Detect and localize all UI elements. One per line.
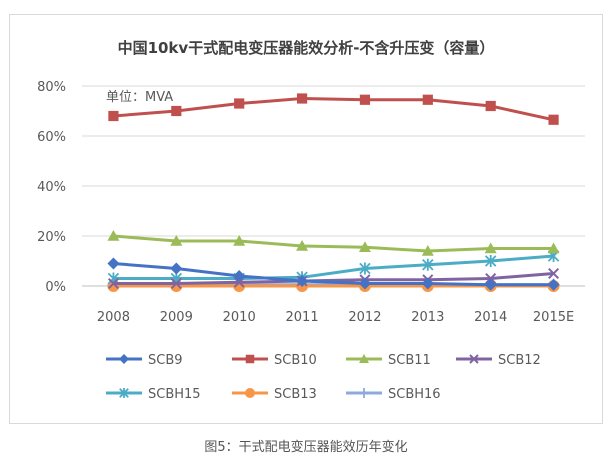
- legend-label: SCBH15: [148, 387, 201, 402]
- figure-caption: 图5：干式配电变压器能效历年变化: [204, 440, 408, 455]
- series-line: [113, 234, 554, 253]
- legend-label: SCB13: [274, 387, 317, 402]
- series-scb10: [108, 93, 559, 125]
- data-point-marker: [421, 245, 434, 256]
- x-tick-label: 2013: [411, 310, 444, 325]
- data-point-marker: [358, 277, 371, 290]
- legend-marker: [359, 354, 369, 363]
- data-point-marker: [422, 258, 434, 271]
- data-point-marker: [547, 242, 560, 254]
- legend-marker: [245, 354, 255, 364]
- data-point-marker: [484, 242, 497, 254]
- x-tick-label: 2012: [348, 310, 381, 325]
- data-point-marker: [548, 114, 559, 125]
- x-tick-label: 2015E: [533, 310, 574, 325]
- data-point-marker: [485, 100, 496, 112]
- legend-label: SCBH16: [388, 387, 441, 402]
- chart-frame: 中国10kv干式配电变压器能效分析-不含升压变（容量） 0% 20% 40% 60% 80…: [9, 14, 603, 424]
- legend-item-scb13: SCB13: [232, 387, 317, 402]
- data-point-marker: [358, 241, 371, 253]
- legend-marker: [119, 354, 129, 364]
- legend-marker: [245, 388, 255, 398]
- legend-marker: [119, 388, 129, 398]
- data-point-marker: [170, 235, 183, 246]
- data-point-marker: [107, 257, 120, 270]
- series-scb9: [107, 257, 560, 291]
- data-point-marker: [170, 262, 183, 275]
- legend-label: SCB9: [148, 353, 183, 368]
- x-tick-label: 2009: [160, 310, 193, 325]
- series-scb11: [107, 230, 560, 256]
- legend-marker: [469, 354, 479, 364]
- legend-item-scb11: SCB11: [346, 353, 431, 368]
- y-tick-label: 40%: [37, 180, 66, 195]
- data-point-marker: [484, 255, 497, 267]
- data-point-marker: [484, 278, 497, 291]
- y-tick-label: 80%: [37, 80, 66, 95]
- data-point-marker: [421, 277, 434, 290]
- data-point-marker: [234, 98, 245, 109]
- series-line: [113, 254, 554, 280]
- legend-label: SCB11: [388, 353, 431, 368]
- data-point-marker: [359, 94, 371, 105]
- data-point-marker: [547, 278, 560, 291]
- legend-item-scb10: SCB10: [232, 353, 317, 368]
- legend-label: SCB12: [498, 353, 541, 368]
- data-point-marker: [233, 270, 246, 282]
- legend-item-scbh16: SCBH16: [346, 387, 441, 402]
- data-point-marker: [171, 105, 182, 117]
- y-tick-label: 0%: [45, 280, 66, 295]
- series-scb12: [107, 267, 560, 290]
- line-chart: 中国10kv干式配电变压器能效分析-不含升压变（容量） 0% 20% 40% 60% 80…: [37, 39, 585, 402]
- data-point-marker: [422, 94, 433, 105]
- data-point-marker: [359, 262, 371, 275]
- y-tick-label: 20%: [37, 230, 66, 245]
- legend-item-scb9: SCB9: [106, 353, 183, 368]
- legend-item-scb12: SCB12: [456, 353, 541, 368]
- data-point-marker: [233, 235, 246, 246]
- x-tick-label: 2014: [474, 310, 507, 325]
- chart-title: 中国10kv干式配电变压器能效分析-不含升压变（容量）: [118, 39, 495, 57]
- series-line: [113, 97, 554, 122]
- legend-marker: [359, 388, 369, 398]
- series-line: [113, 272, 554, 285]
- data-point-marker: [296, 93, 308, 104]
- data-point-marker: [548, 267, 560, 280]
- data-point-marker: [296, 275, 309, 287]
- data-point-marker: [296, 240, 309, 251]
- data-point-marker: [170, 277, 182, 290]
- data-point-marker: [107, 230, 120, 241]
- unit-note: 单位：MVA: [106, 90, 173, 105]
- data-point-marker: [107, 277, 119, 290]
- data-point-marker: [108, 110, 119, 122]
- y-tick-label: 60%: [37, 130, 66, 145]
- x-tick-label: 2011: [286, 310, 319, 325]
- data-point-marker: [233, 276, 245, 288]
- x-tick-label: 2008: [97, 310, 130, 325]
- legend-label: SCB10: [274, 353, 317, 368]
- x-tick-label: 2010: [223, 310, 256, 325]
- legend-item-scbh15: SCBH15: [106, 387, 201, 402]
- series-line: [113, 262, 554, 287]
- data-point-marker: [485, 272, 497, 285]
